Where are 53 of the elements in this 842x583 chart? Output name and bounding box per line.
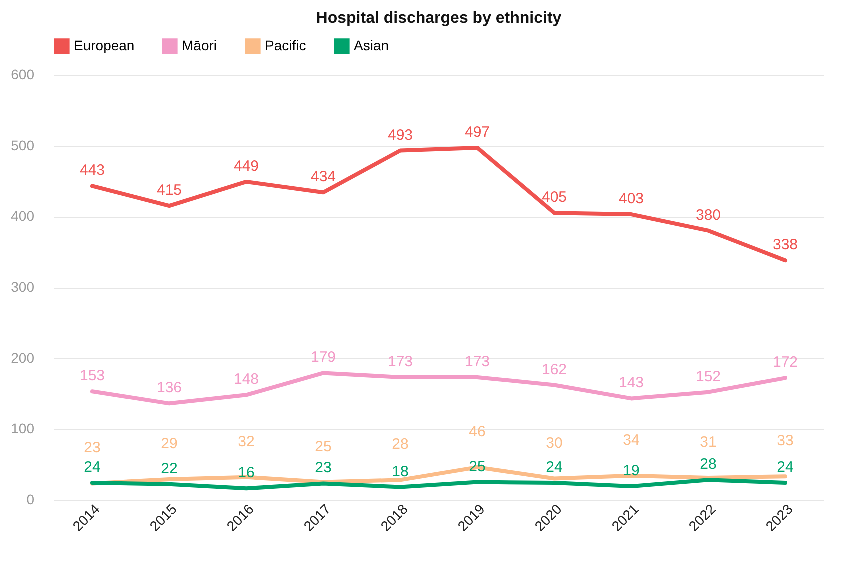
y-tick-label: 100 (11, 420, 35, 437)
y-tick-label: 300 (11, 279, 35, 295)
data-label: 29 (161, 435, 178, 452)
line-series (90, 478, 788, 491)
data-label: 25 (315, 438, 332, 456)
data-label: 497 (464, 124, 490, 141)
data-label: 28 (700, 456, 717, 474)
data-label: 34 (623, 432, 640, 449)
data-label: 33 (777, 432, 794, 450)
data-label: 30 (546, 434, 563, 452)
data-label: 493 (388, 126, 414, 144)
data-label: 443 (80, 162, 106, 180)
legend-label: European (74, 37, 135, 54)
data-label: 23 (84, 440, 101, 457)
data-label: 22 (161, 460, 178, 478)
data-label: 32 (238, 433, 255, 450)
data-label: 338 (772, 236, 798, 254)
data-label: 31 (700, 434, 717, 452)
data-label: 19 (623, 462, 640, 480)
data-label: 434 (310, 168, 336, 186)
y-tick-label: 400 (11, 208, 35, 224)
data-label: 380 (696, 206, 722, 224)
data-label: 153 (80, 368, 106, 385)
y-tick-label: 0 (26, 492, 35, 508)
data-label: 179 (310, 349, 336, 366)
data-label: 24 (546, 459, 563, 476)
data-label: 173 (464, 353, 490, 370)
data-label: 172 (772, 354, 798, 372)
data-label: 25 (469, 458, 486, 476)
legend-label: Pacific (265, 37, 306, 54)
data-label: 24 (84, 459, 101, 476)
data-label: 162 (542, 361, 568, 378)
data-label: 415 (156, 182, 182, 200)
legend-label: Māori (182, 37, 218, 54)
data-label: 405 (542, 189, 568, 206)
legend-label: Asian (354, 37, 390, 54)
data-label: 143 (618, 374, 644, 392)
data-label: 152 (696, 368, 722, 386)
y-tick-label: 500 (11, 137, 35, 154)
chart-title: Hospital discharges by ethnicity (316, 10, 562, 27)
y-tick-label: 600 (11, 66, 35, 82)
data-label: 46 (469, 423, 486, 440)
data-label: 23 (315, 460, 332, 477)
data-label: 16 (238, 464, 255, 482)
data-label: 136 (156, 380, 182, 397)
data-label: 148 (234, 371, 260, 388)
data-label: 28 (392, 436, 409, 454)
data-label: 18 (392, 463, 409, 480)
data-label: 173 (388, 353, 414, 370)
data-label: 403 (618, 190, 644, 208)
y-tick-label: 200 (11, 350, 35, 366)
data-label: 449 (234, 158, 260, 175)
data-label: 24 (777, 459, 794, 476)
